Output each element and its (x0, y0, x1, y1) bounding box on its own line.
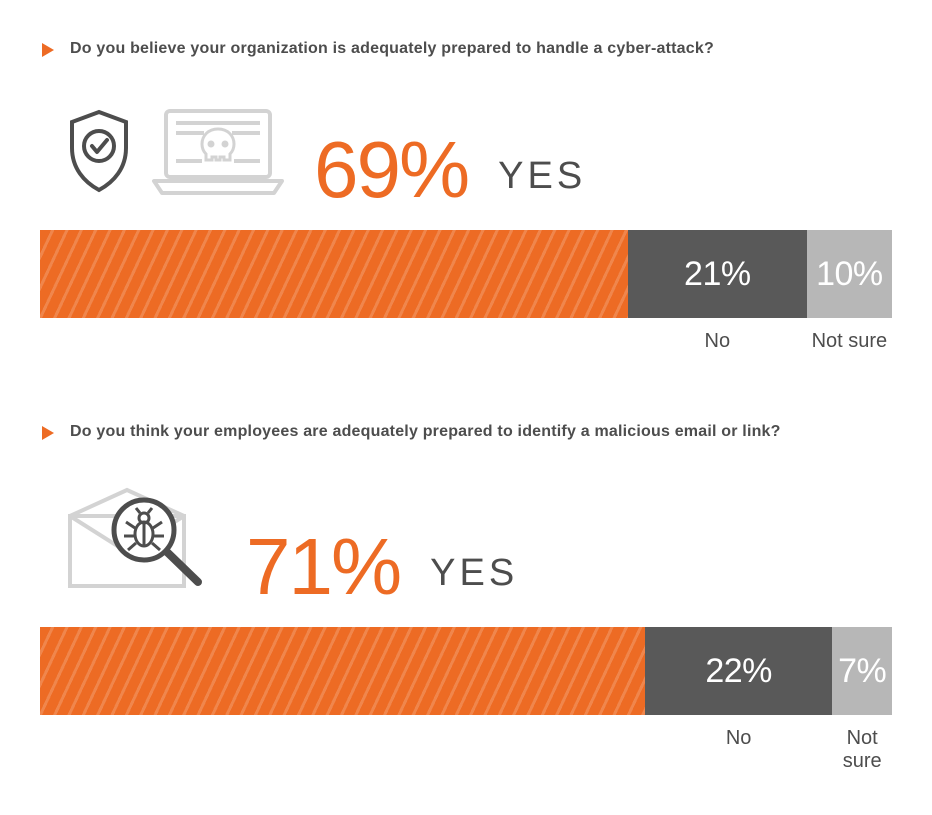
shield-check-icon (60, 106, 138, 201)
under-label-not-sure: Not sure (807, 330, 892, 353)
under-label-spacer (40, 727, 645, 773)
laptop-skull-icon (148, 103, 288, 204)
question-header: Do you think your employees are adequate… (40, 423, 892, 446)
stacked-bar: 22% 7% No Not sure (40, 627, 892, 773)
bar: 22% 7% (40, 627, 892, 715)
bullet-icon (40, 425, 56, 446)
segment-no: 21% (628, 230, 807, 318)
hero-row: 71% YES (40, 486, 892, 601)
hero-yes-label: YES (498, 155, 586, 204)
segment-not-sure: 7% (832, 627, 892, 715)
segment-yes (40, 627, 645, 715)
hero-yes-label: YES (430, 552, 518, 601)
stacked-bar: 21% 10% No Not sure (40, 230, 892, 353)
question-text: Do you think your employees are adequate… (70, 423, 781, 441)
segment-not-sure-value: 10% (816, 255, 883, 294)
bullet-icon (40, 42, 56, 63)
question-header: Do you believe your organization is adeq… (40, 40, 892, 63)
hero-icons (60, 486, 220, 601)
hero-percent: 71% (246, 533, 400, 601)
under-label-no: No (645, 727, 832, 773)
segment-no-value: 21% (684, 255, 751, 294)
under-label-no: No (628, 330, 807, 353)
segment-no-value: 22% (705, 652, 772, 691)
segment-not-sure-value: 7% (838, 652, 886, 691)
under-labels: No Not sure (40, 330, 892, 353)
hero-row: 69% YES (40, 103, 892, 204)
bar: 21% 10% (40, 230, 892, 318)
question-block-org-prepared: Do you believe your organization is adeq… (40, 40, 892, 353)
under-label-not-sure: Not sure (832, 727, 892, 773)
under-label-spacer (40, 330, 628, 353)
envelope-magnify-bug-icon (60, 486, 220, 601)
question-block-emp-identify: Do you think your employees are adequate… (40, 423, 892, 773)
under-labels: No Not sure (40, 727, 892, 773)
segment-no: 22% (645, 627, 832, 715)
question-text: Do you believe your organization is adeq… (70, 40, 714, 58)
hero-percent: 69% (314, 136, 468, 204)
segment-not-sure: 10% (807, 230, 892, 318)
hero-icons (60, 103, 288, 204)
segment-yes (40, 230, 628, 318)
